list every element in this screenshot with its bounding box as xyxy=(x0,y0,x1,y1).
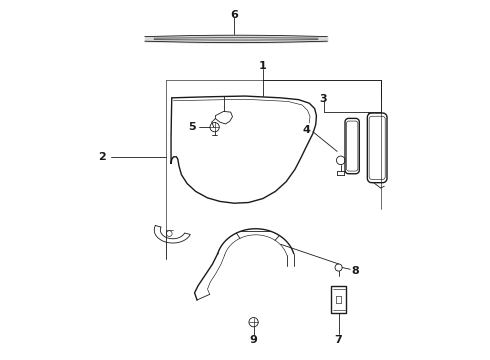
Bar xyxy=(331,286,346,313)
Text: 6: 6 xyxy=(230,10,238,20)
Text: 2: 2 xyxy=(98,152,106,162)
Text: 4: 4 xyxy=(302,125,310,135)
Text: 1: 1 xyxy=(259,61,267,71)
Text: 3: 3 xyxy=(320,94,327,104)
Text: 5: 5 xyxy=(189,122,196,132)
Text: 8: 8 xyxy=(351,266,359,276)
Text: 9: 9 xyxy=(249,335,258,345)
Text: 7: 7 xyxy=(335,335,343,345)
